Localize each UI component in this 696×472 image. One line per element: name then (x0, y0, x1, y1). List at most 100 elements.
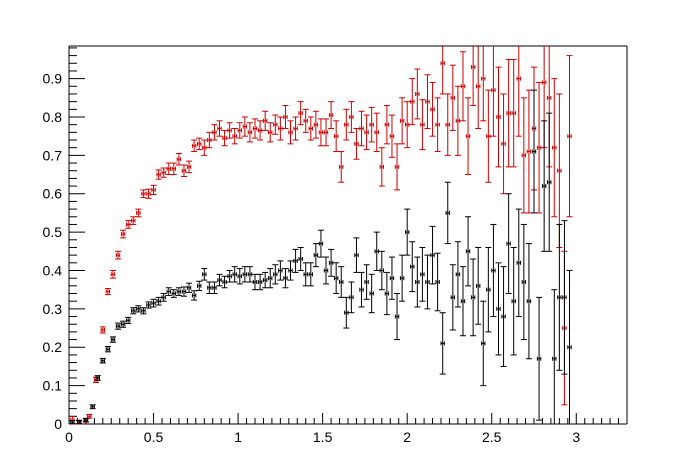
data-point (160, 167, 167, 178)
data-point (216, 273, 223, 287)
data-point (86, 413, 93, 419)
data-point (536, 81, 543, 214)
data-point (434, 252, 441, 312)
data-point (566, 269, 573, 425)
data-point (125, 220, 132, 229)
x-tick-label: 1 (234, 429, 242, 445)
data-point (454, 85, 461, 156)
data-point (221, 129, 228, 147)
data-point (404, 208, 411, 256)
data-point (409, 78, 416, 126)
data-point (490, 46, 497, 137)
data-point (231, 128, 238, 145)
data-point (378, 147, 385, 187)
data-point (302, 108, 309, 133)
data-point (419, 246, 426, 302)
data-point (510, 246, 517, 356)
data-point (490, 223, 497, 318)
data-point (485, 89, 492, 183)
data-point (414, 68, 421, 120)
data-point (551, 78, 558, 218)
data-point (373, 231, 380, 271)
y-tick-label: 0.3 (43, 301, 63, 317)
data-point (155, 169, 162, 180)
data-point (76, 420, 83, 425)
data-point (221, 275, 228, 289)
data-point (434, 97, 441, 153)
data-point (525, 243, 532, 360)
data-point (363, 264, 370, 300)
data-point (206, 131, 213, 149)
data-point (338, 266, 345, 298)
data-point (135, 208, 142, 218)
data-point (262, 271, 269, 289)
data-point (429, 81, 436, 137)
data-point (353, 128, 360, 160)
y-tick-label: 0.6 (43, 186, 63, 202)
data-point (277, 116, 284, 141)
data-point (414, 256, 421, 308)
data-point (465, 97, 472, 176)
data-point (520, 97, 527, 214)
data-point (115, 322, 122, 330)
data-point (267, 268, 274, 289)
data-point (257, 120, 264, 141)
data-point (302, 262, 309, 287)
data-point (191, 290, 198, 301)
data-point (333, 262, 340, 295)
y-tick-label: 0.7 (43, 147, 63, 163)
data-point (130, 216, 137, 225)
data-point (120, 229, 127, 239)
data-point (252, 273, 258, 291)
data-point (505, 193, 512, 295)
data-point (317, 229, 324, 258)
data-point (277, 260, 284, 281)
data-point (485, 246, 492, 333)
data-point (525, 89, 532, 214)
data-point (541, 120, 548, 252)
x-tick-label: 2 (403, 429, 411, 445)
data-point (226, 122, 233, 139)
data-point (180, 286, 187, 297)
data-point (333, 120, 340, 153)
data-point (145, 301, 152, 309)
data-point (160, 293, 167, 302)
data-point (475, 246, 482, 325)
data-point (454, 241, 461, 308)
data-point (109, 336, 116, 343)
data-point (556, 93, 563, 248)
data-point (470, 258, 477, 337)
data-point (292, 248, 299, 273)
data-point (449, 64, 456, 131)
y-axis: 0 0.1 0.2 0.3 0.4 0.5 0.6 0.7 0.8 0.9 (43, 47, 85, 432)
data-point (206, 281, 213, 295)
data-point (470, 46, 477, 106)
data-point (439, 46, 446, 95)
data-point (419, 99, 426, 151)
data-point (546, 112, 553, 252)
data-point (388, 114, 395, 158)
data-point (236, 122, 243, 139)
data-point (307, 262, 314, 287)
data-point (459, 51, 466, 122)
data-point (459, 266, 466, 337)
data-point (241, 116, 248, 137)
data-point (175, 287, 182, 296)
data-point (439, 312, 446, 375)
data-point (125, 316, 132, 324)
data-point (82, 418, 89, 423)
data-point (307, 116, 314, 141)
data-point (409, 241, 416, 293)
data-point (328, 248, 335, 277)
data-point (388, 256, 395, 300)
data-point (399, 97, 406, 145)
data-point (69, 420, 76, 425)
data-point (201, 139, 208, 156)
data-point (165, 287, 172, 296)
data-point (186, 160, 193, 174)
data-point (383, 104, 390, 145)
data-point (368, 273, 375, 314)
data-point (465, 216, 472, 287)
data-point (109, 269, 116, 279)
data-point (191, 139, 198, 153)
